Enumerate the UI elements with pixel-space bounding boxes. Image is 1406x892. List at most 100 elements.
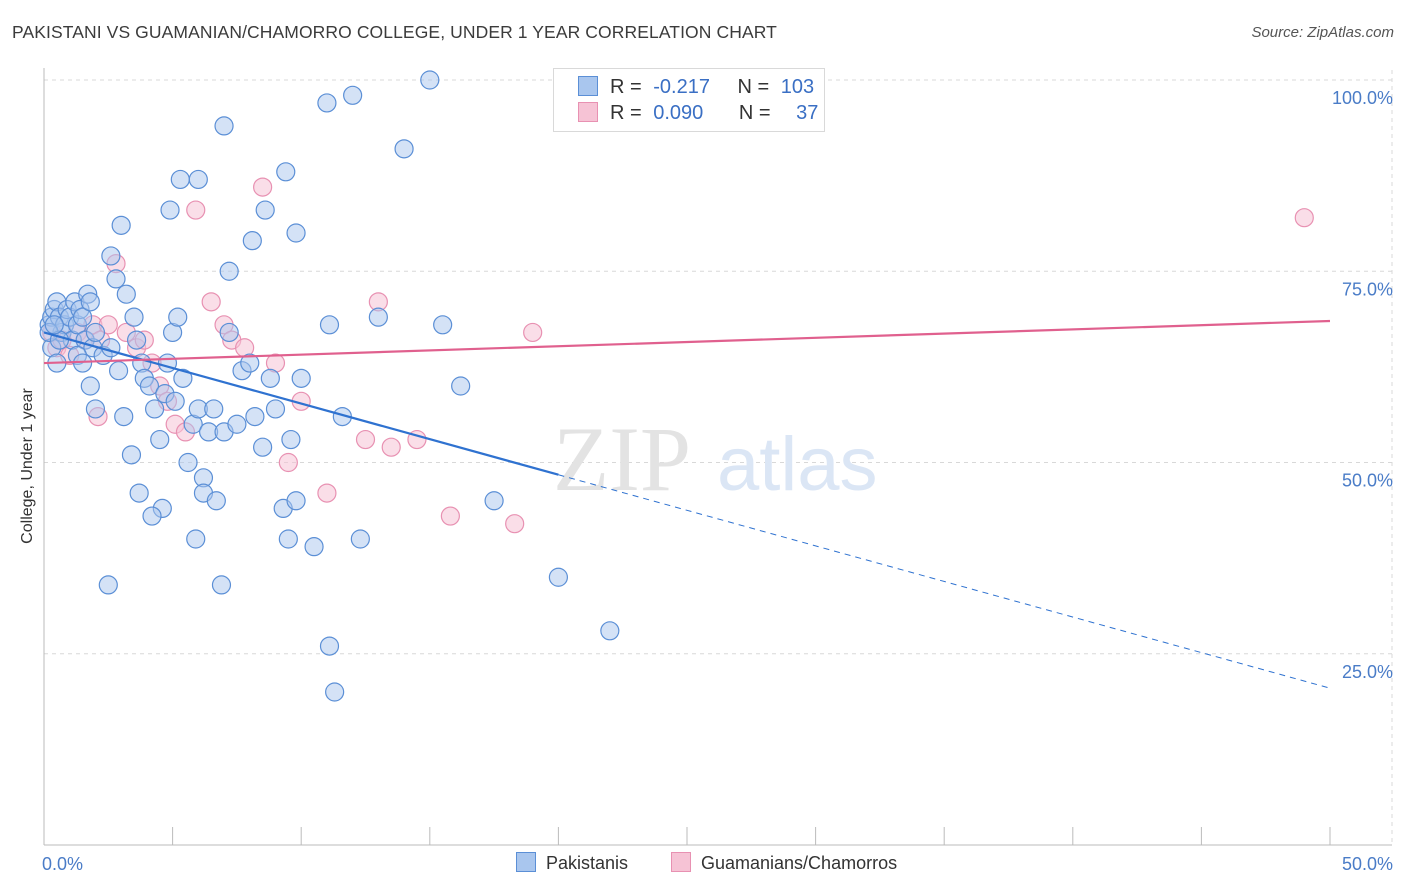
pakistani-point (188, 169, 208, 190)
legend-swatch-pink (578, 102, 598, 122)
legend-swatch-blue (578, 76, 598, 96)
pakistani-point (245, 407, 265, 427)
guamanian-point (523, 322, 543, 343)
pakistani-point (394, 139, 414, 159)
legend-n-label: N = (737, 76, 770, 98)
legend: R = -0.217 N = 103 R = 0.090 N = 37 (553, 68, 825, 132)
pakistani-point (170, 169, 190, 190)
tick-labels: 100.0% 75.0% 50.0% 25.0% 0.0% 50.0% (42, 88, 1393, 874)
pakistani-point (219, 261, 239, 281)
guamanian-point (317, 483, 337, 503)
bottom-legend-swatch-blue (516, 852, 536, 872)
legend-row-guamanians: R = 0.090 N = 37 (578, 102, 818, 128)
guamanian-point (253, 177, 273, 197)
pakistani-point (317, 93, 337, 113)
legend-n-value-guamanians: 37 (796, 102, 819, 124)
watermark: ZIP atlas (553, 408, 878, 510)
y-tick-label: 100.0% (1332, 88, 1393, 108)
bottom-legend-label-guamanians: Guamanians/Chamorros (701, 853, 898, 873)
legend-r-label: R = (610, 102, 642, 124)
pakistani-point (111, 215, 131, 235)
pakistani-point (214, 116, 234, 136)
pakistani-point (350, 529, 370, 549)
pakistani-point (160, 200, 180, 220)
pakistani-point (72, 307, 93, 327)
pakistani-point (319, 315, 340, 335)
pakistani-point (433, 315, 453, 335)
pakistani-point (114, 407, 134, 427)
pakistani-point (142, 506, 162, 526)
pakistani-point (219, 322, 239, 343)
pakistani-point (260, 368, 280, 388)
pakistani-point (101, 338, 121, 358)
guamanian-point (278, 452, 298, 473)
guamanian-point (186, 200, 206, 220)
trend-lines (43, 319, 1331, 689)
pakistani-point (420, 70, 440, 90)
pakistani-point (85, 399, 106, 419)
bottom-legend-guamanians[interactable]: Guamanians/Chamorros (671, 852, 897, 874)
y-axis-label: College, Under 1 year (19, 388, 36, 544)
pakistani-point (80, 292, 100, 312)
blue-points (39, 70, 620, 702)
legend-r-label: R = (610, 76, 642, 98)
guamanian-point (355, 429, 376, 450)
watermark-zip: ZIP (553, 408, 691, 510)
bottom-legend-pakistanis[interactable]: Pakistanis (516, 852, 628, 874)
pakistani-point (80, 376, 100, 396)
pakistani-point (600, 621, 620, 641)
pakistani-point (484, 491, 504, 511)
pakistani-point (204, 399, 224, 419)
legend-r-value-guamanians: 0.090 (653, 102, 704, 124)
guamanian-point (1294, 208, 1314, 228)
guamanian-point (381, 437, 401, 457)
pakistani-point (98, 575, 118, 595)
pakistani-point (144, 399, 165, 419)
bottom-legend-label-pakistanis: Pakistanis (546, 853, 629, 873)
pakistani-point (319, 636, 340, 656)
pakistani-point (265, 399, 286, 419)
legend-n-label: N = (738, 102, 771, 124)
guamanian-trend (43, 319, 1331, 365)
pakistani-point (278, 529, 298, 549)
pakistani-point (173, 368, 193, 388)
pakistani-point (281, 429, 301, 450)
source-label: Source: ZipAtlas.com (1251, 24, 1394, 41)
pakistani-point (286, 491, 306, 511)
guamanian-point (440, 506, 460, 526)
axes (43, 68, 1392, 846)
legend-row-pakistanis: R = -0.217 N = 103 (578, 76, 814, 102)
pakistani-point (242, 231, 262, 251)
pakistani-point (304, 537, 324, 557)
chart-title: PAKISTANI VS GUAMANIAN/CHAMORRO COLLEGE,… (12, 22, 777, 42)
legend-n-value-pakistanis: 103 (780, 76, 815, 98)
bottom-legend-swatch-pink (671, 852, 691, 872)
y-tick-label: 75.0% (1342, 279, 1393, 299)
y-tick-label: 25.0% (1342, 662, 1393, 682)
pakistani-point (211, 575, 232, 595)
pakistani-point (108, 361, 129, 381)
watermark-atlas: atlas (717, 422, 878, 507)
pakistani-point (168, 307, 188, 327)
pakistani-point (368, 307, 388, 327)
pakistani-point (139, 376, 160, 396)
pakistani-point (240, 353, 260, 373)
pakistani-trend-dashed (558, 474, 1331, 689)
x-tick-label-max: 50.0% (1342, 854, 1393, 874)
x-tick-label-min: 0.0% (42, 854, 83, 874)
pakistani-point (85, 322, 106, 343)
pakistani-point (178, 452, 198, 473)
pakistani-point (451, 376, 471, 396)
pakistani-point (44, 315, 64, 335)
pakistani-point (206, 491, 226, 511)
pakistani-point (124, 307, 144, 327)
pakistani-point (150, 429, 170, 450)
pakistani-point (276, 162, 296, 182)
guamanian-point (505, 514, 525, 534)
pakistani-point (343, 85, 363, 105)
pakistani-point (255, 200, 275, 220)
pakistani-point (548, 567, 569, 587)
pakistani-point (116, 284, 136, 304)
pakistani-point (186, 529, 206, 549)
